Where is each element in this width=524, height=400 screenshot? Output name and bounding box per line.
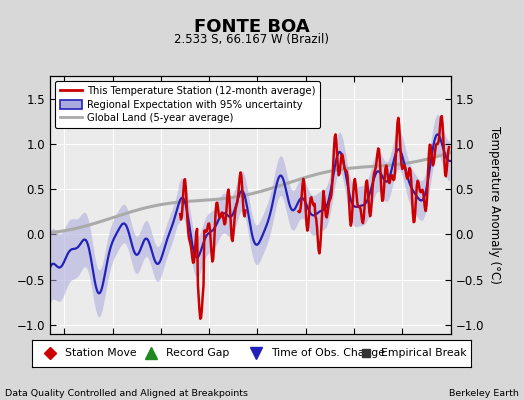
- Text: Data Quality Controlled and Aligned at Breakpoints: Data Quality Controlled and Aligned at B…: [5, 389, 248, 398]
- Y-axis label: Temperature Anomaly (°C): Temperature Anomaly (°C): [488, 126, 500, 284]
- Text: FONTE BOA: FONTE BOA: [194, 18, 309, 36]
- Text: Time of Obs. Change: Time of Obs. Change: [271, 348, 386, 358]
- Text: Berkeley Earth: Berkeley Earth: [449, 389, 519, 398]
- Text: 2.533 S, 66.167 W (Brazil): 2.533 S, 66.167 W (Brazil): [174, 33, 329, 46]
- Legend: This Temperature Station (12-month average), Regional Expectation with 95% uncer: This Temperature Station (12-month avera…: [55, 81, 320, 128]
- Text: Record Gap: Record Gap: [166, 348, 230, 358]
- Text: Empirical Break: Empirical Break: [381, 348, 467, 358]
- Text: Station Move: Station Move: [66, 348, 137, 358]
